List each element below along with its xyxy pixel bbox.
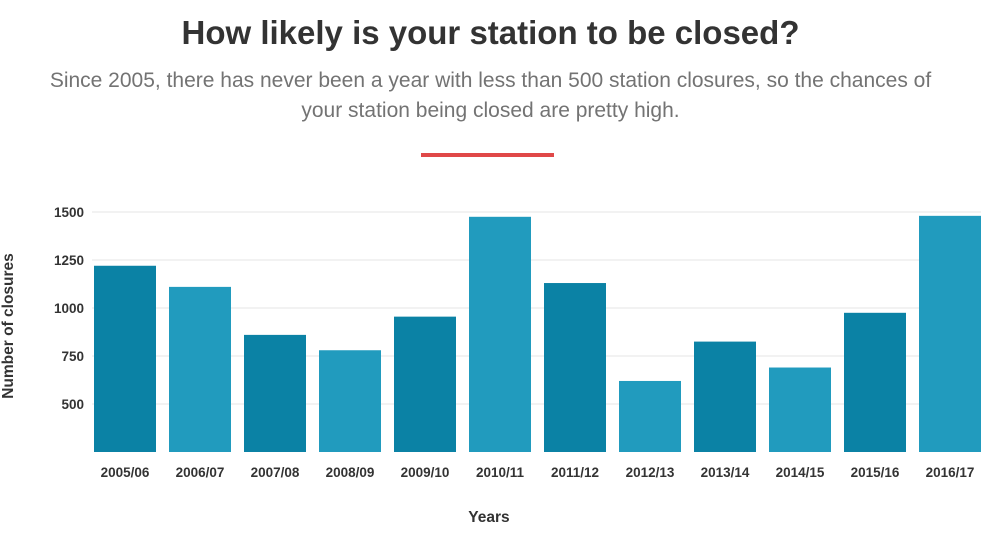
x-tick-label: 2016/17 xyxy=(926,465,975,480)
bar xyxy=(169,286,231,452)
x-tick-label: 2005/06 xyxy=(101,465,150,480)
bars xyxy=(94,215,981,452)
bar xyxy=(319,350,381,452)
y-tick-label: 750 xyxy=(61,349,84,364)
x-tick-label: 2010/11 xyxy=(476,465,525,480)
x-tick-label: 2014/15 xyxy=(776,465,825,480)
x-tick-label: 2011/12 xyxy=(551,465,599,480)
bar xyxy=(694,341,756,452)
bar xyxy=(544,283,606,452)
x-tick-label: 2015/16 xyxy=(851,465,900,480)
y-axis-ticks: 500 750 1000 1250 1500 xyxy=(54,205,84,412)
y-tick-label: 1500 xyxy=(54,205,84,220)
bar xyxy=(394,316,456,452)
y-tick-label: 1250 xyxy=(54,253,84,268)
x-tick-label: 2007/08 xyxy=(251,465,300,480)
x-axis-ticks: 2005/06 2006/07 2007/08 2008/09 2009/10 2010/… xyxy=(101,465,975,480)
x-tick-label: 2009/10 xyxy=(401,465,450,480)
y-tick-label: 1000 xyxy=(54,301,84,316)
chart-title: How likely is your station to be closed? xyxy=(181,14,800,51)
x-tick-label: 2012/13 xyxy=(626,465,675,480)
bar xyxy=(619,380,681,452)
x-tick-label: 2013/14 xyxy=(701,465,750,480)
bar xyxy=(469,216,531,452)
x-axis-title: Years xyxy=(468,509,509,526)
title-divider xyxy=(421,153,554,157)
bar xyxy=(844,312,906,452)
x-tick-label: 2008/09 xyxy=(326,465,375,480)
bar xyxy=(244,334,306,452)
x-tick-label: 2006/07 xyxy=(176,465,225,480)
gridlines xyxy=(92,211,981,405)
y-tick-label: 500 xyxy=(61,397,84,412)
chart-subtitle: Since 2005, there has never been a year … xyxy=(49,69,932,122)
bar xyxy=(94,265,156,452)
bar xyxy=(769,367,831,452)
bar xyxy=(919,215,981,452)
y-axis-title: Number of closures xyxy=(0,253,17,399)
